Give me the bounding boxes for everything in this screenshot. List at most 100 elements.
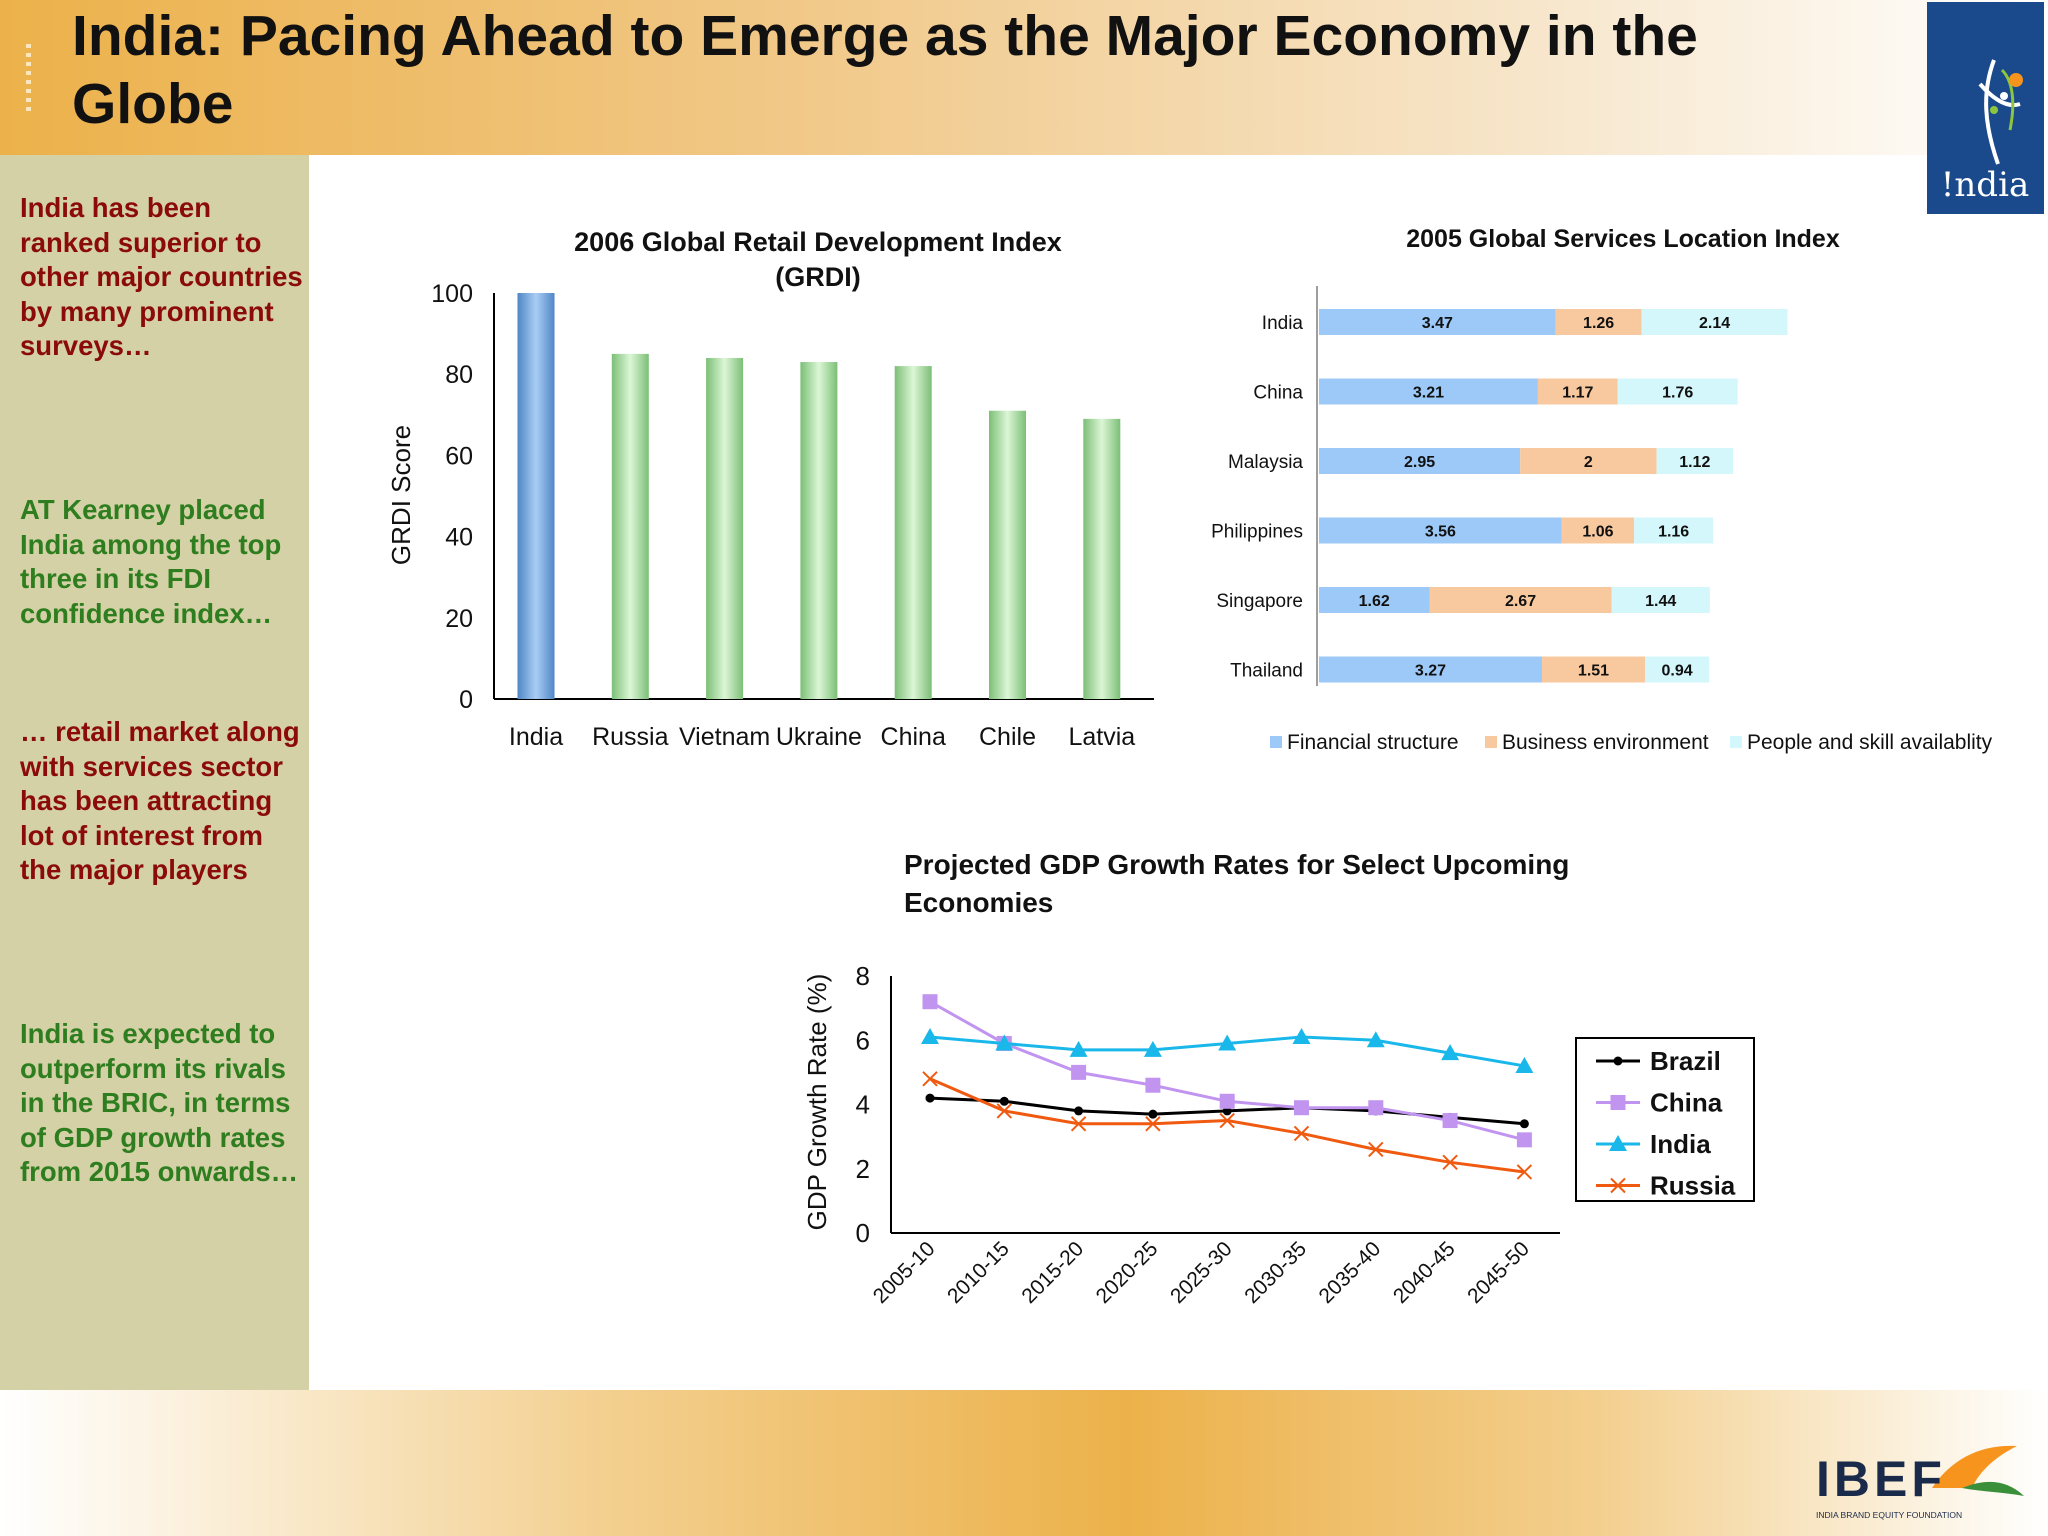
gsli-bar-segment <box>1319 309 1556 335</box>
gdp-x-tick-label: 2035-40 <box>1315 1237 1386 1308</box>
gsli-data-label: 1.51 <box>1578 663 1609 680</box>
logo-figure-arm <box>1978 82 2021 107</box>
gdp-legend-label: Russia <box>1650 1171 1736 1201</box>
footer-band <box>0 1390 2048 1536</box>
grdi-y-ticks: 0 20 40 60 80 100 <box>431 280 473 714</box>
gsli-bar-segment <box>1611 587 1710 613</box>
gdp-point-brazil <box>925 1093 935 1103</box>
gdp-legend-label: China <box>1650 1088 1723 1118</box>
gdp-legend-box <box>1575 1037 1755 1202</box>
gdp-point-india <box>1366 1031 1385 1048</box>
grdi-x-labels: India Russia Vietnam Ukraine China Chile Latvi… <box>509 723 1135 751</box>
gsli-data-label: 3.56 <box>1425 524 1456 541</box>
gdp-point-china <box>922 994 938 1010</box>
grdi-y-axis-label: GRDI Score <box>386 425 416 565</box>
gsli-data-label: 1.12 <box>1679 454 1710 471</box>
gsli-data-label: 1.16 <box>1658 524 1689 541</box>
gdp-line-russia <box>929 1077 1525 1174</box>
gsli-legend-swatch <box>1270 736 1282 748</box>
sidebar-note-fdi: AT Kearney placed India among the top th… <box>20 494 282 629</box>
gsli-bar-segment <box>1555 309 1642 335</box>
grdi-bar-vietnam <box>706 357 744 699</box>
gsli-bar-segment <box>1644 656 1710 683</box>
grdi-y-tick-label: 60 <box>445 442 473 470</box>
gsli-data-label: 3.27 <box>1415 663 1446 680</box>
gdp-point-china <box>1516 1132 1532 1148</box>
logo-wordmark: !ndia <box>1941 165 2029 205</box>
gdp-x-tick-label: 2040-45 <box>1389 1237 1460 1308</box>
grdi-bars <box>517 293 1121 699</box>
grdi-y-tick-label: 0 <box>459 686 473 714</box>
grdi-x-label: Vietnam <box>679 723 770 751</box>
gsli-bar-segment <box>1617 378 1738 405</box>
gsli-legend: Financial structure Business environment P… <box>1270 731 1993 754</box>
gdp-series-lines <box>921 994 1534 1180</box>
gsli-data-label: 2.14 <box>1699 315 1730 332</box>
gsli-data-label: 0.94 <box>1661 663 1692 680</box>
gsli-data-label: 2 <box>1584 454 1593 471</box>
gsli-legend-label: Business environment <box>1502 731 1709 754</box>
gsli-bar-segment <box>1634 517 1714 544</box>
gdp-legend-marker <box>1610 1177 1626 1194</box>
gsli-bar-segment <box>1319 448 1521 474</box>
gdp-point-russia <box>1070 1116 1087 1132</box>
gdp-point-russia <box>1219 1112 1235 1129</box>
grdi-x-label: Ukraine <box>776 723 862 751</box>
gdp-point-russia <box>1145 1116 1161 1132</box>
gdp-y-axis-label: GDP Growth Rate (%) <box>802 974 832 1231</box>
grdi-bar-india <box>517 293 555 699</box>
gdp-point-india <box>1218 1034 1237 1051</box>
gsli-legend-label: Financial structure <box>1287 731 1459 754</box>
grdi-y-tick-label: 80 <box>445 361 473 389</box>
gsli-bar-segment <box>1319 656 1543 683</box>
gdp-y-tick-label: 6 <box>856 1025 870 1055</box>
gdp-point-india <box>921 1028 939 1045</box>
gsli-legend-swatch <box>1730 736 1742 748</box>
grdi-x-label: China <box>881 723 946 751</box>
gdp-x-tick-label: 2015-20 <box>1017 1237 1088 1308</box>
gsli-stacked-bar-chart: 2005 Global Services Location Index Indi… <box>1211 225 1993 754</box>
logo-white-dot <box>2000 92 2008 100</box>
title-bar: India: Pacing Ahead to Emerge as the Maj… <box>0 0 2048 155</box>
gdp-point-russia <box>922 1071 938 1087</box>
grdi-bar-chile <box>989 410 1026 699</box>
gdp-point-india <box>1292 1028 1311 1045</box>
gdp-x-labels: 2005-10 2010-15 2015-20 2020-25 2025-30 2030-… <box>869 1237 1534 1308</box>
ibef-bird-wing-icon <box>1932 1445 2017 1488</box>
gdp-x-tick-label: 2010-15 <box>943 1237 1014 1308</box>
gdp-point-russia <box>996 1103 1013 1119</box>
gsli-chart-title: 2005 Global Services Location Index <box>1406 225 1840 253</box>
gsli-category-label: Malaysia <box>1228 452 1303 473</box>
gdp-point-china <box>1071 1064 1087 1080</box>
gsli-bar-segment <box>1656 448 1733 474</box>
sidebar-note-gdp: India is expected to outperform its riva… <box>20 1018 299 1187</box>
key-messages-sidebar: India has been ranked superior to other … <box>0 155 309 1390</box>
gdp-legend-marker <box>1609 1135 1627 1151</box>
gdp-legend-marker <box>1610 1095 1626 1110</box>
gdp-growth-line-chart: Projected GDP Growth Rates for Select Up… <box>802 849 1755 1308</box>
gsli-bar-segment <box>1429 587 1612 613</box>
gsli-bar-segment <box>1641 309 1788 335</box>
gdp-point-russia <box>1368 1141 1384 1158</box>
gdp-legend-label: India <box>1650 1129 1711 1159</box>
gdp-point-india <box>1441 1044 1460 1061</box>
gsli-data-label: 2.67 <box>1505 593 1536 610</box>
logo-figure-stroke <box>1984 59 2000 165</box>
slide-title: India: Pacing Ahead to Emerge as the Maj… <box>72 4 1698 136</box>
brand-india-logo: !ndia <box>1927 2 2044 214</box>
grdi-x-label: Russia <box>592 723 669 751</box>
gdp-point-china <box>1442 1113 1458 1129</box>
gsli-legend-swatch <box>1485 736 1497 748</box>
gdp-point-china <box>1368 1100 1384 1116</box>
ibef-wordmark: IBEF <box>1816 1451 1946 1507</box>
gdp-point-russia <box>1442 1154 1458 1171</box>
gdp-y-ticks: 0 2 4 6 8 <box>856 961 870 1248</box>
gsli-bar-segment <box>1319 517 1562 544</box>
gdp-y-tick-label: 0 <box>856 1218 870 1248</box>
grdi-bar-chart: 2006 Global Retail Development Index (GR… <box>386 227 1154 751</box>
grdi-y-tick-label: 40 <box>445 524 473 552</box>
gdp-x-tick-label: 2005-10 <box>869 1237 940 1308</box>
gsli-data-label: 1.44 <box>1645 593 1676 610</box>
gdp-point-brazil <box>1519 1119 1529 1129</box>
gdp-y-tick-label: 8 <box>856 961 870 991</box>
